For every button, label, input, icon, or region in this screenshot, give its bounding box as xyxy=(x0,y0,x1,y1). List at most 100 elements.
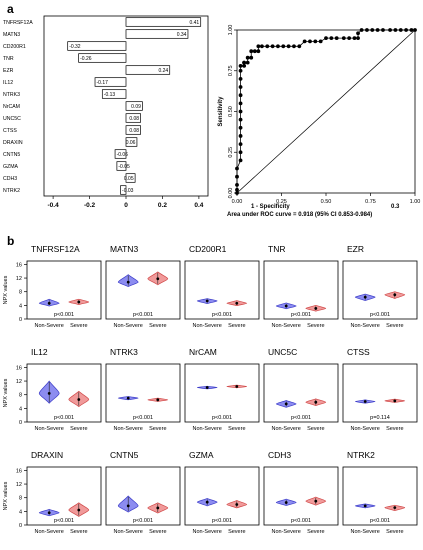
violin-panel-NTRK3: NTRK3 p<0.001 Non-Severe Severe xyxy=(105,347,181,432)
group-label-non-severe: Non-Severe xyxy=(35,323,64,329)
median-point xyxy=(284,501,288,504)
violin-frame xyxy=(184,466,260,526)
category-label-NrCAM: NrCAM xyxy=(3,104,20,110)
y-tick-label: 8 xyxy=(19,496,22,502)
y-tick-label: 4 xyxy=(19,406,22,412)
p-value-label: p=0.114 xyxy=(370,415,390,421)
y-axis-label: NPX values xyxy=(3,275,9,304)
p-value-label: p<0.001 xyxy=(291,415,311,421)
group-label-severe: Severe xyxy=(386,426,403,432)
median-point xyxy=(393,293,397,297)
roc-x-axis-label: 1 - Specificity xyxy=(251,204,290,210)
value-label-NrCAM: 0.09 xyxy=(131,104,141,110)
y-tick-label: 4 xyxy=(19,303,22,309)
median-point xyxy=(156,506,160,510)
roc-point xyxy=(329,36,334,41)
median-point xyxy=(235,503,239,506)
category-label-CD200R1: CD200R1 xyxy=(3,44,26,50)
category-label-MATN3: MATN3 xyxy=(3,32,20,38)
roc-point xyxy=(297,44,302,49)
roc-point xyxy=(238,101,243,106)
roc-x-tick-label: 0.25 xyxy=(276,199,287,205)
roc-point xyxy=(334,36,339,41)
group-label-non-severe: Non-Severe xyxy=(272,426,301,432)
roc-point xyxy=(286,44,291,49)
y-tick-label: 16 xyxy=(16,468,22,474)
category-label-CTSS: CTSS xyxy=(3,128,17,134)
violin-frame xyxy=(342,363,418,423)
roc-point xyxy=(238,125,243,130)
value-label-CTSS: 0.08 xyxy=(129,128,139,134)
x-tick-label: -0.4 xyxy=(48,202,60,209)
group-label-severe: Severe xyxy=(228,426,245,432)
roc-point xyxy=(238,117,243,122)
roc-point xyxy=(238,68,243,73)
category-label-TNR: TNR xyxy=(3,56,14,62)
value-label-TNFRSF12A: 0.41 xyxy=(189,20,199,26)
group-label-severe: Severe xyxy=(228,529,245,535)
value-label-CNTN5: -0.06 xyxy=(117,152,129,158)
median-point xyxy=(284,402,288,406)
roc-point xyxy=(235,166,239,171)
value-label-NTRK2: -0.03 xyxy=(122,188,134,194)
p-value-label: p<0.001 xyxy=(212,415,232,421)
bar-DRAXIN xyxy=(125,137,138,147)
bar-GZMA xyxy=(116,161,127,171)
roc-point xyxy=(242,60,247,65)
y-tick-label: 12 xyxy=(16,482,22,488)
roc-point xyxy=(245,60,250,65)
group-label-severe: Severe xyxy=(228,323,245,329)
category-label-CDH3: CDH3 xyxy=(3,176,17,182)
median-point xyxy=(393,399,397,403)
violin-panel-CTSS: CTSS p=0.114 Non-Severe Severe xyxy=(342,347,418,432)
violin-frame xyxy=(26,363,102,423)
protein-title: CDH3 xyxy=(268,450,291,460)
coefficient-bar-chart: TNFRSF12A 0.41 MATN3 0.34 CD200R1 -0.32 TNR -0.… xyxy=(3,15,209,209)
roc-x-tick-label: 0.00 xyxy=(232,199,243,205)
median-point xyxy=(363,295,367,299)
median-point xyxy=(47,301,51,305)
group-label-severe: Severe xyxy=(70,426,87,432)
roc-point xyxy=(356,36,360,41)
p-value-label: p<0.001 xyxy=(212,518,232,524)
median-point xyxy=(235,385,239,388)
category-label-GZMA: GZMA xyxy=(3,164,19,170)
y-tick-label: 4 xyxy=(19,509,22,515)
roc-point xyxy=(341,36,346,41)
roc-point xyxy=(235,174,239,179)
roc-point xyxy=(324,36,328,41)
roc-point xyxy=(238,134,243,138)
p-value-label: p<0.001 xyxy=(291,312,311,318)
category-label-NTRK2: NTRK2 xyxy=(3,188,20,194)
category-label-TNFRSF12A: TNFRSF12A xyxy=(3,20,33,26)
bar-CNTN5 xyxy=(114,149,127,159)
roc-point xyxy=(302,39,307,44)
bar-MATN3 xyxy=(125,29,189,39)
value-label-CDH3: 0.05 xyxy=(124,176,134,182)
category-label-IL12: IL12 xyxy=(3,80,13,86)
roc-point xyxy=(238,142,243,147)
roc-point xyxy=(356,31,360,36)
roc-point xyxy=(347,36,352,41)
roc-y-tick-label: 0.75 xyxy=(228,65,234,76)
group-label-non-severe: Non-Severe xyxy=(35,529,64,535)
bar-NrCAM xyxy=(125,101,143,111)
group-label-severe: Severe xyxy=(307,323,324,329)
median-point xyxy=(363,400,367,403)
protein-title: NrCAM xyxy=(189,347,217,357)
median-point xyxy=(126,280,130,284)
roc-point xyxy=(370,28,375,32)
group-label-non-severe: Non-Severe xyxy=(193,529,222,535)
violin-panel-DRAXIN: DRAXIN p<0.001 Non-Severe Severe 0 4 8 12 16 NPX … xyxy=(3,450,102,535)
p-value-label: p<0.001 xyxy=(133,415,153,421)
panel-letter-a: a xyxy=(7,2,14,16)
roc-point xyxy=(238,158,243,163)
p-value-label: p<0.001 xyxy=(54,312,74,318)
y-axis-label: NPX values xyxy=(3,481,9,510)
violin-frame xyxy=(263,260,339,320)
roc-point xyxy=(249,49,254,54)
roc-point xyxy=(276,44,280,49)
value-label-UNC5C: 0.08 xyxy=(129,116,139,122)
roc-x-tick-label: 0.50 xyxy=(321,199,332,205)
protein-title: NTRK2 xyxy=(347,450,375,460)
